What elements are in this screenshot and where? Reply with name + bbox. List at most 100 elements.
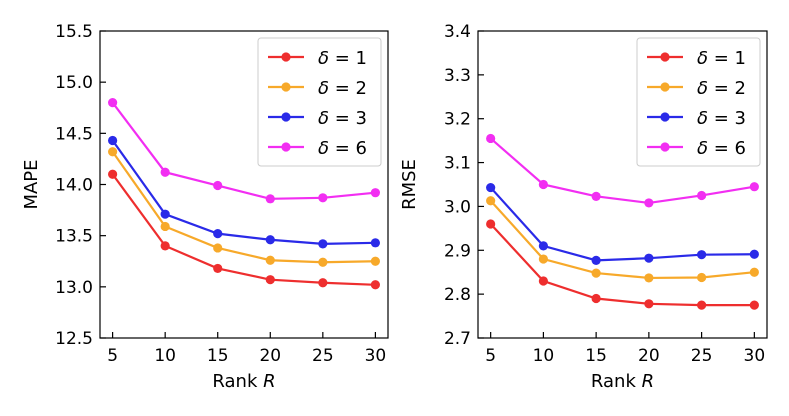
mape-legend-marker [281, 82, 291, 92]
mape-y-tick-label: 13.0 [55, 278, 93, 298]
rmse-data-point [486, 196, 496, 206]
mape-data-point [370, 188, 380, 198]
mape-data-point [213, 229, 223, 239]
rmse-data-point [749, 300, 759, 310]
rmse-legend-marker [660, 142, 670, 152]
rmse-data-point [486, 219, 496, 229]
rmse-series-line-delta-6 [489, 137, 755, 205]
rmse-data-point [538, 179, 548, 190]
rmse-chart: 5 10 15 20 25 30 2.7 2.8 2.9 3.0 3.1 3.2 3.3 3.4 Rank … [399, 22, 768, 392]
mape-data-point [265, 194, 275, 204]
mape-y-tick-label: 14.5 [55, 124, 93, 144]
rmse-data-point [697, 250, 707, 260]
mape-y-tick-label: 15.0 [55, 73, 93, 93]
mape-data-point [318, 257, 328, 267]
mape-series-line-delta-6 [111, 101, 376, 200]
rmse-data-point [538, 241, 548, 251]
mape-data-point [160, 209, 170, 219]
rmse-y-tick-label: 3.2 [444, 110, 471, 130]
rmse-x-tick-label: 15 [585, 346, 607, 366]
rmse-y-tick-label: 2.7 [444, 329, 471, 349]
mape-data-point [160, 221, 170, 232]
mape-legend-label: δ = 1 [318, 48, 367, 69]
rmse-x-axis-label: Rank R [591, 371, 654, 392]
rmse-legend-marker [660, 52, 670, 62]
rmse-y-axis-label: RMSE [399, 159, 420, 210]
rmse-legend-marker [660, 112, 670, 122]
rmse-series-line-delta-3 [489, 186, 755, 262]
mape-data-point [160, 167, 170, 177]
mape-legend-label: δ = 6 [318, 138, 367, 159]
rmse-legend-label: δ = 2 [697, 78, 746, 99]
mape-data-point [370, 256, 380, 266]
mape-x-tick-label: 25 [312, 346, 334, 366]
rmse-y-tick-label: 3.3 [444, 66, 471, 86]
mape-x-tick-label: 5 [107, 346, 118, 366]
rmse-data-point [591, 255, 601, 265]
rmse-data-point [591, 293, 601, 304]
mape-data-point [160, 241, 170, 251]
rmse-data-point [591, 191, 601, 201]
mape-series-line-delta-3 [111, 139, 376, 245]
mape-x-axis-label: Rank R [212, 371, 275, 392]
rmse-data-point [644, 299, 654, 309]
mape-data-point [318, 239, 328, 249]
mape-data-point [108, 98, 118, 108]
rmse-data-point [591, 268, 601, 278]
mape-legend-marker [281, 52, 291, 62]
mape-data-point [265, 275, 275, 285]
mape-y-axis-label: MAPE [21, 159, 42, 209]
mape-series-line-delta-1 [111, 173, 376, 286]
rmse-y-tick-label: 2.8 [444, 285, 471, 305]
mape-data-point [318, 193, 328, 203]
rmse-legend-label: δ = 1 [697, 48, 746, 69]
mape-data-point [265, 235, 275, 245]
mape-x-tick-label: 30 [365, 346, 387, 366]
mape-x-tick-label: 20 [259, 346, 281, 366]
rmse-data-point [644, 198, 654, 208]
mape-y-tick-label: 13.5 [55, 227, 93, 247]
rmse-data-point [697, 190, 707, 201]
mape-legend-marker [281, 112, 291, 122]
rmse-y-tick-label: 3.1 [444, 154, 471, 174]
rmse-data-point [749, 182, 759, 192]
rmse-data-point [538, 254, 548, 264]
mape-data-point [370, 280, 380, 290]
mape-data-point [213, 263, 223, 274]
rmse-legend-label: δ = 6 [697, 138, 746, 159]
rmse-data-point [644, 273, 654, 283]
rmse-x-tick-label: 30 [744, 346, 766, 366]
rmse-plot-frame [477, 30, 768, 339]
mape-series-line-delta-2 [111, 151, 376, 264]
mape-y-tick-label: 15.5 [55, 22, 93, 42]
mape-data-point [213, 180, 223, 191]
mape-y-tick-label: 12.5 [55, 329, 93, 349]
rmse-series-line-delta-2 [489, 199, 755, 280]
mape-data-point [370, 238, 380, 248]
mape-x-tick-label: 10 [154, 346, 176, 366]
rmse-data-point [486, 133, 496, 144]
rmse-data-point [697, 300, 707, 310]
mape-chart: 5 10 15 20 25 30 12.5 13.0 13.5 14.0 14.5 15.0 15.5 R… [21, 22, 389, 392]
rmse-data-point [697, 272, 707, 283]
mape-legend-label: δ = 3 [318, 108, 367, 129]
mape-data-point [108, 169, 118, 179]
mape-legend-box [257, 37, 382, 167]
rmse-data-point [644, 253, 654, 263]
mape-data-point [108, 147, 118, 157]
mape-legend-marker [281, 142, 291, 152]
rmse-y-tick-label: 3.0 [444, 197, 471, 217]
mape-data-point [108, 135, 118, 146]
rmse-data-point [749, 267, 759, 277]
mape-data-point [265, 255, 275, 265]
rmse-data-point [538, 276, 548, 286]
mape-y-tick-label: 14.0 [55, 176, 93, 196]
rmse-data-point [749, 249, 759, 259]
rmse-x-tick-label: 25 [691, 346, 713, 366]
rmse-x-tick-label: 10 [533, 346, 555, 366]
rmse-y-tick-label: 3.4 [444, 22, 471, 42]
rmse-x-tick-label: 20 [638, 346, 660, 366]
mape-x-tick-label: 15 [207, 346, 229, 366]
rmse-y-tick-label: 2.9 [444, 241, 471, 261]
